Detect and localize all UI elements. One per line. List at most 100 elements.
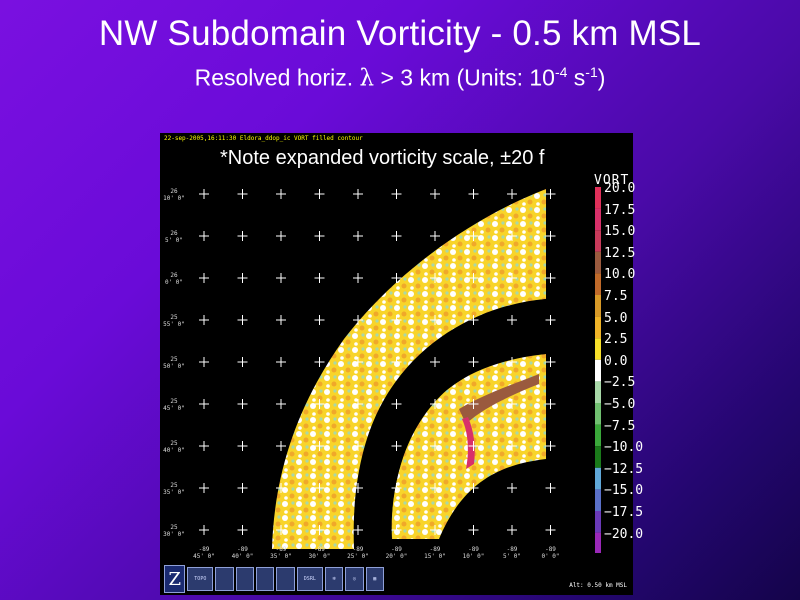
grid-cross [276, 315, 286, 325]
lambda-symbol: λ [359, 65, 375, 92]
legend-label: −20.0 [604, 526, 644, 542]
vorticity-max-core [462, 417, 475, 469]
grid-cross [314, 525, 325, 535]
grid-cross [545, 441, 556, 451]
grid-cross [314, 483, 325, 493]
grid-cross [276, 399, 286, 409]
latitude-label: 25 50' 0" [163, 356, 185, 370]
grid-cross [314, 399, 325, 409]
longitude-label: -89 15' 0" [424, 546, 446, 560]
color-legend [595, 187, 601, 553]
legend-label: 7.5 [604, 289, 628, 304]
snowflake-icon[interactable]: ❄ [324, 567, 344, 591]
grid-cross [507, 273, 517, 283]
grid-cross [507, 399, 517, 409]
dsrl-icon[interactable]: DSRL [296, 567, 323, 591]
legend-swatch [595, 316, 601, 339]
grid-cross [507, 315, 517, 325]
grid-cross [237, 273, 248, 283]
legend-label: −5.0 [604, 397, 636, 412]
legend-label: 10.0 [604, 267, 636, 283]
grid-cross [276, 357, 286, 367]
grid-cross [353, 231, 363, 241]
vorticity-plot[interactable] [184, 179, 584, 549]
grid-cross [468, 273, 479, 283]
legend-label: −17.5 [604, 505, 644, 520]
grid-cross [353, 399, 363, 409]
grid-cross [430, 483, 440, 493]
longitude-label: -89 30' 0" [308, 546, 331, 560]
echo-gap-arc [355, 299, 546, 549]
grid-cross [314, 441, 325, 451]
latitude-label: 26 5' 0" [164, 230, 184, 244]
grid-cross [199, 441, 209, 451]
latitude-label: 25 40' 0" [163, 440, 185, 454]
legend-swatch [595, 424, 601, 447]
legend-label: 15.0 [604, 224, 636, 240]
grid-cross [276, 483, 286, 493]
grid-cross [430, 315, 440, 325]
legend-swatch [595, 295, 601, 317]
latitude-label: 25 35' 0" [163, 482, 185, 496]
subtitle-suffix: ) [597, 64, 606, 91]
grid-cross [430, 189, 440, 199]
grid-cross [545, 273, 556, 283]
legend-label: 2.5 [604, 332, 628, 348]
subtitle-prefix: Resolved horiz. [194, 64, 360, 91]
legend-swatch [595, 359, 601, 382]
grid-cross [468, 189, 479, 199]
grid-cross [468, 315, 479, 325]
target-icon[interactable]: ◎ [345, 567, 364, 591]
latitude-label: 25 45' 0" [163, 398, 185, 412]
legend-swatch [595, 446, 601, 468]
latitude-label: 26 0' 0" [164, 272, 184, 286]
grid-cross [199, 357, 209, 367]
vorticity-max-streak [459, 374, 539, 424]
grid-cross [545, 189, 556, 199]
slide-subtitle: Resolved horiz. λ > 3 km (Units: 10-4 s-… [0, 64, 800, 92]
grid-cross [468, 441, 479, 451]
grid-cross [353, 273, 363, 283]
wind-icon[interactable] [215, 567, 234, 591]
grid-cross [276, 231, 286, 241]
legend-swatch [595, 230, 601, 252]
grid-cross [545, 357, 556, 367]
legend-swatch [595, 489, 601, 511]
grid-cross [237, 357, 248, 367]
grid-cross [199, 189, 209, 199]
topo-icon[interactable]: TOPO [187, 567, 214, 591]
legend-label: −7.5 [604, 418, 636, 434]
grid-cross [199, 273, 209, 283]
grid-icon[interactable] [276, 567, 295, 591]
grid-cross [314, 315, 325, 325]
latitude-label: 26 10' 0" [163, 188, 185, 202]
grid-cross [237, 231, 248, 241]
grid-cross [545, 399, 556, 409]
grid-cross [391, 441, 402, 451]
grid-crosses [199, 189, 556, 535]
grid-cross [545, 315, 556, 325]
subtitle-exponent-1: -4 [554, 64, 568, 80]
legend-swatch [595, 403, 601, 425]
longitude-label: -89 10' 0" [462, 546, 485, 560]
legend-swatch [595, 187, 601, 209]
table-icon[interactable]: ▦ [365, 567, 384, 591]
grid-cross [545, 483, 556, 493]
grid-cross [314, 231, 325, 241]
legend-label: 0.0 [604, 353, 628, 369]
grid-cross [507, 357, 517, 367]
longitude-label: -89 0' 0" [541, 546, 560, 560]
wind-icon[interactable] [235, 567, 255, 591]
grid-cross [507, 441, 517, 451]
grid-cross [237, 399, 248, 409]
zebra-logo-icon[interactable]: Z [164, 565, 186, 593]
legend-swatch [595, 273, 601, 295]
grid-cross [353, 357, 363, 367]
grid-cross [391, 189, 402, 199]
aircraft-icon[interactable] [256, 567, 275, 591]
radar-viewer-window[interactable]: 22-sep-2005,16:11:30 Eldora_ddop_ic VORT… [160, 133, 643, 595]
grid-cross [314, 273, 325, 283]
legend-label: 5.0 [604, 310, 628, 326]
legend-swatch [595, 338, 601, 360]
grid-cross [237, 315, 248, 325]
